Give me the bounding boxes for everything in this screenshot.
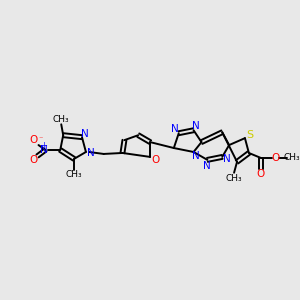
Text: N: N (192, 121, 200, 131)
Text: CH₃: CH₃ (283, 153, 300, 162)
Text: N: N (171, 124, 179, 134)
Text: N: N (40, 145, 47, 155)
Text: CH₃: CH₃ (53, 115, 70, 124)
Text: N: N (192, 151, 200, 161)
Text: CH₃: CH₃ (66, 170, 83, 179)
Text: N: N (81, 129, 89, 139)
Text: +: + (40, 141, 47, 150)
Text: O: O (29, 135, 38, 145)
Text: O: O (272, 153, 280, 163)
Text: N: N (223, 154, 231, 164)
Text: N: N (202, 161, 210, 171)
Text: O: O (151, 155, 159, 165)
Text: O: O (29, 155, 38, 165)
Text: S: S (246, 130, 254, 140)
Text: CH₃: CH₃ (226, 174, 242, 183)
Text: ⁻: ⁻ (38, 135, 43, 144)
Text: N: N (87, 148, 95, 158)
Text: O: O (256, 169, 265, 179)
